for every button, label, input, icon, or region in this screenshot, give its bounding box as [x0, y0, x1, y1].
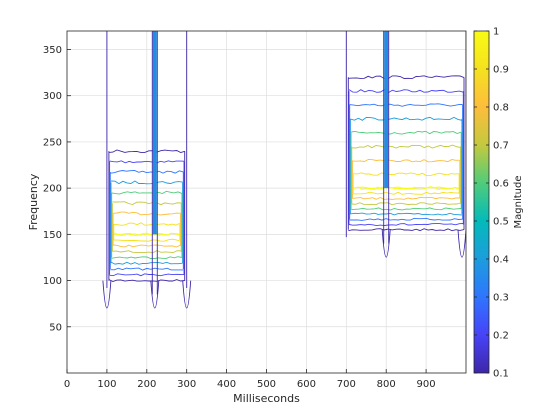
x-axis-label: Milliseconds — [233, 392, 300, 405]
colorbar-tick-label: 0.3 — [493, 293, 509, 304]
colorbar-tick-label: 0.9 — [493, 65, 509, 76]
colorbar — [473, 30, 490, 374]
y-tick-label: 250 — [43, 137, 62, 148]
colorbar-tick-label: 0.6 — [493, 179, 509, 190]
contour-line — [353, 172, 460, 177]
contour-line — [111, 190, 183, 195]
colorbar-ticks: 0.1 0.2 0.3 0.4 0.5 0.6 0.7 0.8 0.9 1 — [474, 27, 509, 380]
contour-line — [114, 232, 180, 237]
x-tick-label: 500 — [257, 379, 276, 390]
colorbar-tick-label: 0.1 — [493, 369, 509, 380]
x-tick-label: 300 — [177, 379, 196, 390]
contour-line — [110, 267, 184, 271]
contour-line — [349, 217, 463, 221]
contour-line — [110, 180, 183, 185]
colorbar-tick-label: 0.4 — [493, 255, 509, 266]
contour-line — [353, 186, 459, 190]
x-tick-label: 0 — [64, 379, 70, 390]
spike-band — [384, 31, 389, 189]
colorbar-label: Magnitude — [513, 176, 524, 229]
y-tick-label: 150 — [43, 230, 62, 241]
x-tick-label: 900 — [417, 379, 436, 390]
y-axis-ticks: 50 100 150 200 250 300 350 — [43, 45, 71, 333]
contour-lines — [102, 31, 466, 309]
contour-line — [109, 273, 185, 277]
x-tick-label: 200 — [137, 379, 156, 390]
contour-line — [112, 250, 182, 254]
contour-line — [348, 223, 464, 227]
y-tick-label: 350 — [43, 45, 62, 56]
contour-line — [112, 201, 182, 206]
x-tick-label: 400 — [217, 379, 236, 390]
x-axis-ticks: 0 100 200 300 400 500 600 700 800 900 — [64, 369, 436, 390]
colorbar-tick-label: 0.7 — [493, 141, 509, 152]
y-tick-label: 50 — [49, 322, 62, 333]
contour-line — [182, 280, 192, 309]
contour-line — [352, 196, 460, 200]
contour-line — [108, 279, 185, 282]
colorbar-tick-label: 1 — [493, 27, 499, 38]
contour-line — [113, 211, 181, 216]
contour-line — [113, 222, 180, 226]
contour-line — [353, 186, 459, 190]
contour-line — [348, 89, 464, 94]
colorbar-tick-label: 0.8 — [493, 103, 509, 114]
contour-line — [102, 280, 112, 309]
colorbar-tick-label: 0.5 — [493, 217, 509, 228]
contour-line — [353, 191, 460, 195]
contour-line — [351, 130, 462, 135]
contour-line — [108, 149, 185, 153]
contour-line — [457, 229, 466, 258]
x-tick-label: 600 — [297, 379, 316, 390]
y-tick-label: 100 — [43, 276, 62, 287]
contour-line — [349, 103, 463, 107]
x-tick-label: 700 — [337, 379, 356, 390]
contour-line — [351, 207, 462, 211]
contour-line — [109, 160, 185, 164]
contour-line — [111, 256, 182, 259]
contour-line — [350, 212, 462, 216]
contour-line — [348, 75, 465, 80]
contour-line — [150, 280, 160, 309]
contour-line — [348, 228, 465, 232]
contour-line — [350, 116, 462, 121]
contour-line — [110, 261, 183, 265]
x-tick-label: 800 — [377, 379, 396, 390]
contour-line — [352, 158, 460, 163]
contour-line — [351, 144, 461, 149]
y-tick-label: 300 — [43, 91, 62, 102]
contour-line — [113, 238, 180, 242]
contour-line — [113, 244, 181, 248]
contour-line — [110, 170, 184, 174]
x-tick-label: 100 — [97, 379, 116, 390]
y-tick-label: 200 — [43, 184, 62, 195]
spike-band — [152, 31, 157, 235]
y-axis-label: Frequency — [27, 173, 40, 230]
contour-line — [381, 229, 391, 258]
contour-line — [351, 202, 461, 206]
colorbar-tick-label: 0.2 — [493, 331, 509, 342]
